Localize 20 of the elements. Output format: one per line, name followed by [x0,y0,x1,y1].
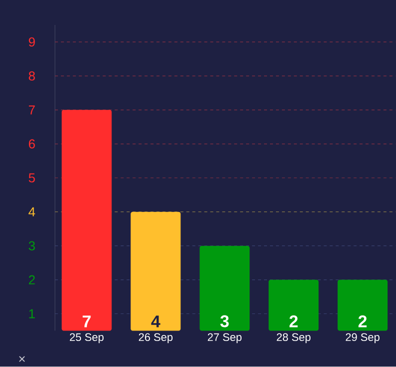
y-tick-label: 1 [29,309,35,318]
x-tick-label: 25 Sep [70,333,104,344]
y-tick-label: 6 [28,139,35,149]
x-tick-label: 26 Sep [138,333,173,344]
data-label: 3 [220,315,229,328]
data-label: 7 [82,316,91,328]
y-tick-label: 9 [28,38,35,47]
x-tick-label: 28 Sep [276,333,310,344]
text: × [19,356,25,362]
y-tick-label: 5 [28,174,35,183]
y-tick-label: 8 [28,72,35,81]
data-label: 4 [151,316,160,328]
data-label: 2 [358,316,367,328]
y-tick-label: 2 [28,275,35,284]
y-tick-label: 3 [28,241,35,251]
x-tick-label: 29 Sep [346,333,380,344]
y-tick-label: 4 [28,208,36,216]
data-label: 2 [290,316,298,328]
x-tick-label: 27 Sep [208,333,242,344]
y-tick-label: 7 [28,106,35,115]
